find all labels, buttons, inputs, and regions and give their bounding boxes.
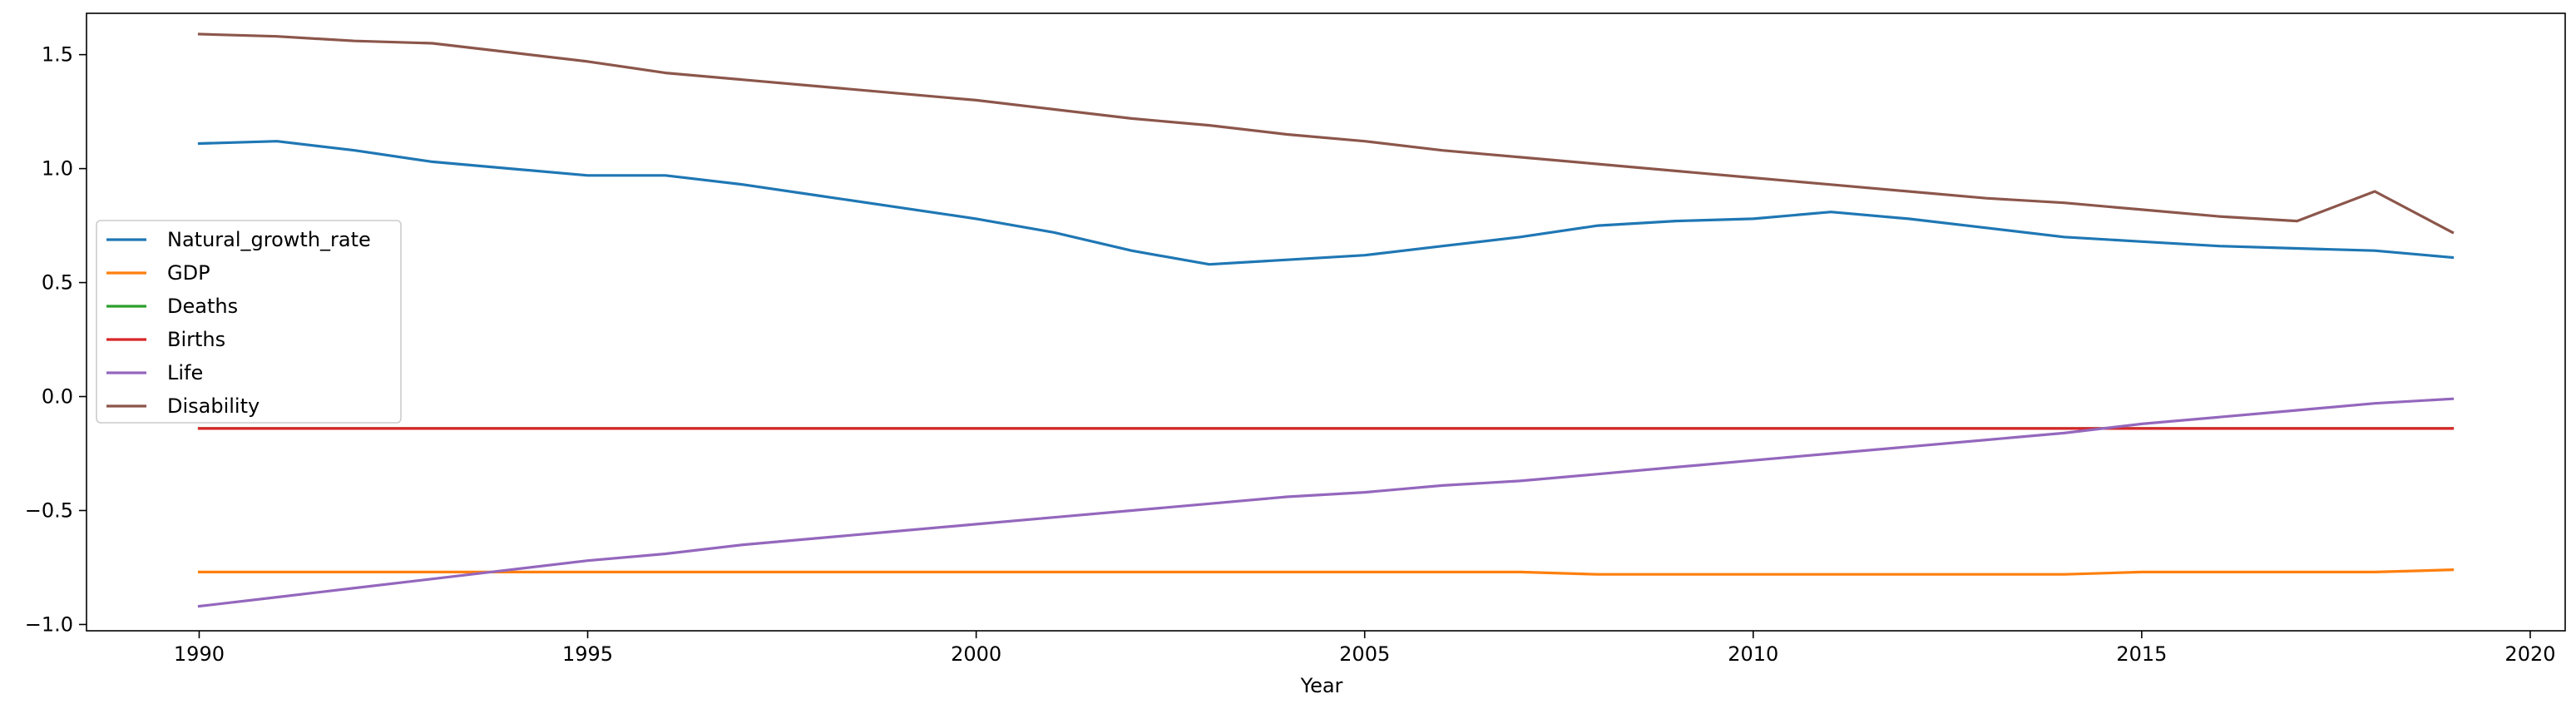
legend-label-births: Births — [167, 328, 225, 351]
y-tick-label: 1.5 — [42, 43, 73, 67]
legend-label-disability: Disability — [167, 394, 260, 418]
y-tick-label: 0.5 — [42, 271, 73, 295]
x-tick-label: 2000 — [951, 642, 1001, 666]
plot-frame — [86, 12, 2566, 632]
legend-label-gdp: GDP — [167, 261, 210, 285]
x-axis: 1990 1995 2000 2005 2010 2015 2020 — [174, 631, 2556, 666]
legend-label-life: Life — [167, 361, 203, 384]
legend-box — [96, 220, 402, 424]
y-tick-label: 1.0 — [42, 157, 73, 181]
y-tick-label: −1.0 — [25, 612, 73, 636]
x-tick-label: 2015 — [2116, 642, 2167, 666]
y-tick-label: −0.5 — [25, 498, 73, 522]
x-tick-label: 1990 — [174, 642, 225, 666]
x-tick-label: 2020 — [2504, 642, 2555, 666]
series-line-natural-growth-rate — [197, 140, 2455, 266]
legend: Natural_growth_rate GDP Deaths Births Life Di… — [96, 220, 402, 424]
y-tick-label: 0.0 — [42, 385, 73, 409]
series-layer — [197, 32, 2455, 608]
x-axis-label: Year — [1300, 674, 1343, 697]
series-line-disability — [197, 32, 2455, 235]
series-line-life — [197, 397, 2455, 608]
x-tick-label: 2005 — [1339, 642, 1390, 666]
series-line-gdp — [197, 568, 2455, 576]
legend-label-natural-growth-rate: Natural_growth_rate — [167, 228, 371, 251]
x-tick-label: 1995 — [562, 642, 613, 666]
legend-label-deaths: Deaths — [167, 295, 238, 318]
x-tick-label: 2010 — [1728, 642, 1778, 666]
y-axis: −1.0 −0.5 0.0 0.5 1.0 1.5 — [25, 43, 87, 636]
